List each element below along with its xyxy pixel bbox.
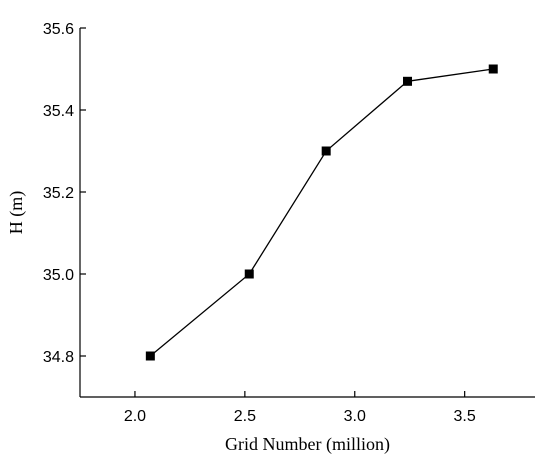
x-tick-label: 3.0	[344, 408, 366, 425]
y-tick-label: 35.2	[43, 185, 74, 202]
y-tick-label: 35.4	[43, 103, 74, 120]
data-point-marker	[488, 64, 498, 74]
y-axis-title: H (m)	[6, 191, 27, 235]
y-tick-label: 34.8	[43, 349, 74, 366]
data-point-marker	[145, 351, 155, 361]
x-tick-label: 2.5	[234, 408, 256, 425]
x-axis-title: Grid Number (million)	[225, 434, 390, 455]
y-tick-label: 35.0	[43, 267, 74, 284]
axes	[79, 28, 535, 398]
x-tick-label: 3.5	[454, 408, 476, 425]
data-point-marker	[321, 146, 331, 156]
x-tick-label: 2.0	[124, 408, 146, 425]
ticks: 2.0 2.5 3.0 3.5 34.8 35.0 35.2 35.4 35.6	[43, 21, 476, 425]
series-group	[145, 64, 498, 361]
data-point-marker	[403, 76, 413, 86]
y-tick-label: 35.6	[43, 21, 74, 38]
data-point-marker	[244, 269, 254, 279]
series-line	[149, 68, 494, 357]
